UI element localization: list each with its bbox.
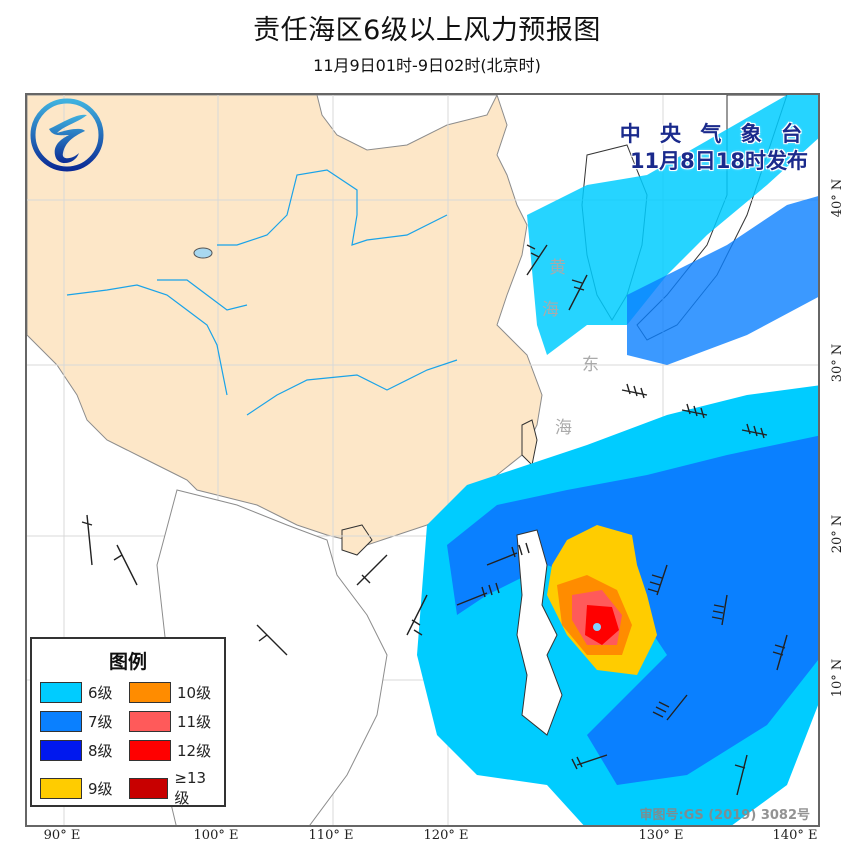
hainan-island [341, 524, 373, 556]
wind-12-zone [585, 605, 619, 645]
lat-label: 10° N [830, 658, 845, 698]
legend-label: 12级 [177, 742, 212, 760]
lon-label: 110° E [308, 828, 354, 843]
wind-field [417, 95, 818, 825]
map-approval-number: 审图号:GS (2019) 3082号 [639, 808, 810, 823]
sea-label-yellow-2: 海 [542, 300, 559, 320]
legend-label: 11级 [177, 713, 212, 731]
chart-title: 责任海区6级以上风力预报图 [253, 15, 601, 46]
swatch-10 [129, 682, 171, 703]
swatch-6 [40, 682, 82, 703]
forecast-time-range: 11月9日01时-9日02时(北京时) [313, 56, 541, 75]
issuer-organization: 中 央 气 象 台 [619, 122, 808, 146]
swatch-9 [40, 778, 82, 799]
lon-label: 90° E [43, 828, 81, 843]
swatch-12 [129, 740, 171, 761]
legend-title: 图例 [108, 651, 147, 673]
lon-label: 100° E [193, 828, 239, 843]
qinghai-lake [193, 247, 213, 259]
wind-7-band-north [627, 196, 818, 365]
cma-logo-icon [30, 98, 104, 172]
sea-label-east-1: 东 [582, 355, 599, 375]
sea-label-east-2: 海 [555, 418, 572, 438]
legend-label: 7级 [88, 713, 113, 731]
forecast-map[interactable]: 中 央 气 象 台 11月8日18时发布 黄 海 东 海 审图号:GS (201… [25, 93, 820, 827]
legend-label: ≥13级 [174, 769, 207, 807]
legend-label: 6级 [88, 684, 113, 702]
legend-item-7: 7级 [40, 711, 129, 732]
latitude-axis: 40° N 30° N 20° N 10° N [822, 93, 852, 827]
typhoon-eye [593, 623, 601, 631]
legend-label: 8级 [88, 742, 113, 760]
legend-label: 10级 [177, 684, 212, 702]
swatch-8 [40, 740, 82, 761]
taiwan-island [521, 419, 538, 467]
lon-label: 130° E [638, 828, 684, 843]
wind-7-ring [447, 435, 818, 785]
swatch-11 [129, 711, 171, 732]
issue-time: 11月8日18时发布 [629, 149, 808, 173]
legend-item-11: 11级 [129, 711, 218, 732]
rivers [66, 169, 458, 416]
swatch-13 [129, 778, 169, 799]
lat-label: 40° N [830, 178, 845, 218]
mongolia-area [316, 95, 498, 151]
lat-label: 30° N [830, 343, 845, 383]
legend-item-13: ≥13级 [129, 769, 218, 808]
sea-label-yellow-1: 黄 [549, 258, 566, 278]
legend: 图例 6级 10级 7级 11级 8级 [30, 637, 226, 807]
longitude-axis: 90° E 100° E 110° E 120° E 130° E 140° E [0, 828, 854, 848]
lat-label: 20° N [830, 514, 845, 554]
legend-item-9: 9级 [40, 769, 129, 808]
lon-label: 120° E [423, 828, 469, 843]
legend-item-8: 8级 [40, 740, 129, 761]
wind-barbs [81, 244, 788, 796]
legend-label: 9级 [88, 780, 113, 798]
issuer-block: 中 央 气 象 台 11月8日18时发布 [620, 121, 808, 175]
legend-item-12: 12级 [129, 740, 218, 761]
swatch-7 [40, 711, 82, 732]
wind-6-band-north [527, 95, 818, 355]
lon-label: 140° E [772, 828, 818, 843]
legend-item-10: 10级 [129, 682, 218, 703]
legend-item-6: 6级 [40, 682, 129, 703]
philippines-islands [516, 529, 563, 736]
